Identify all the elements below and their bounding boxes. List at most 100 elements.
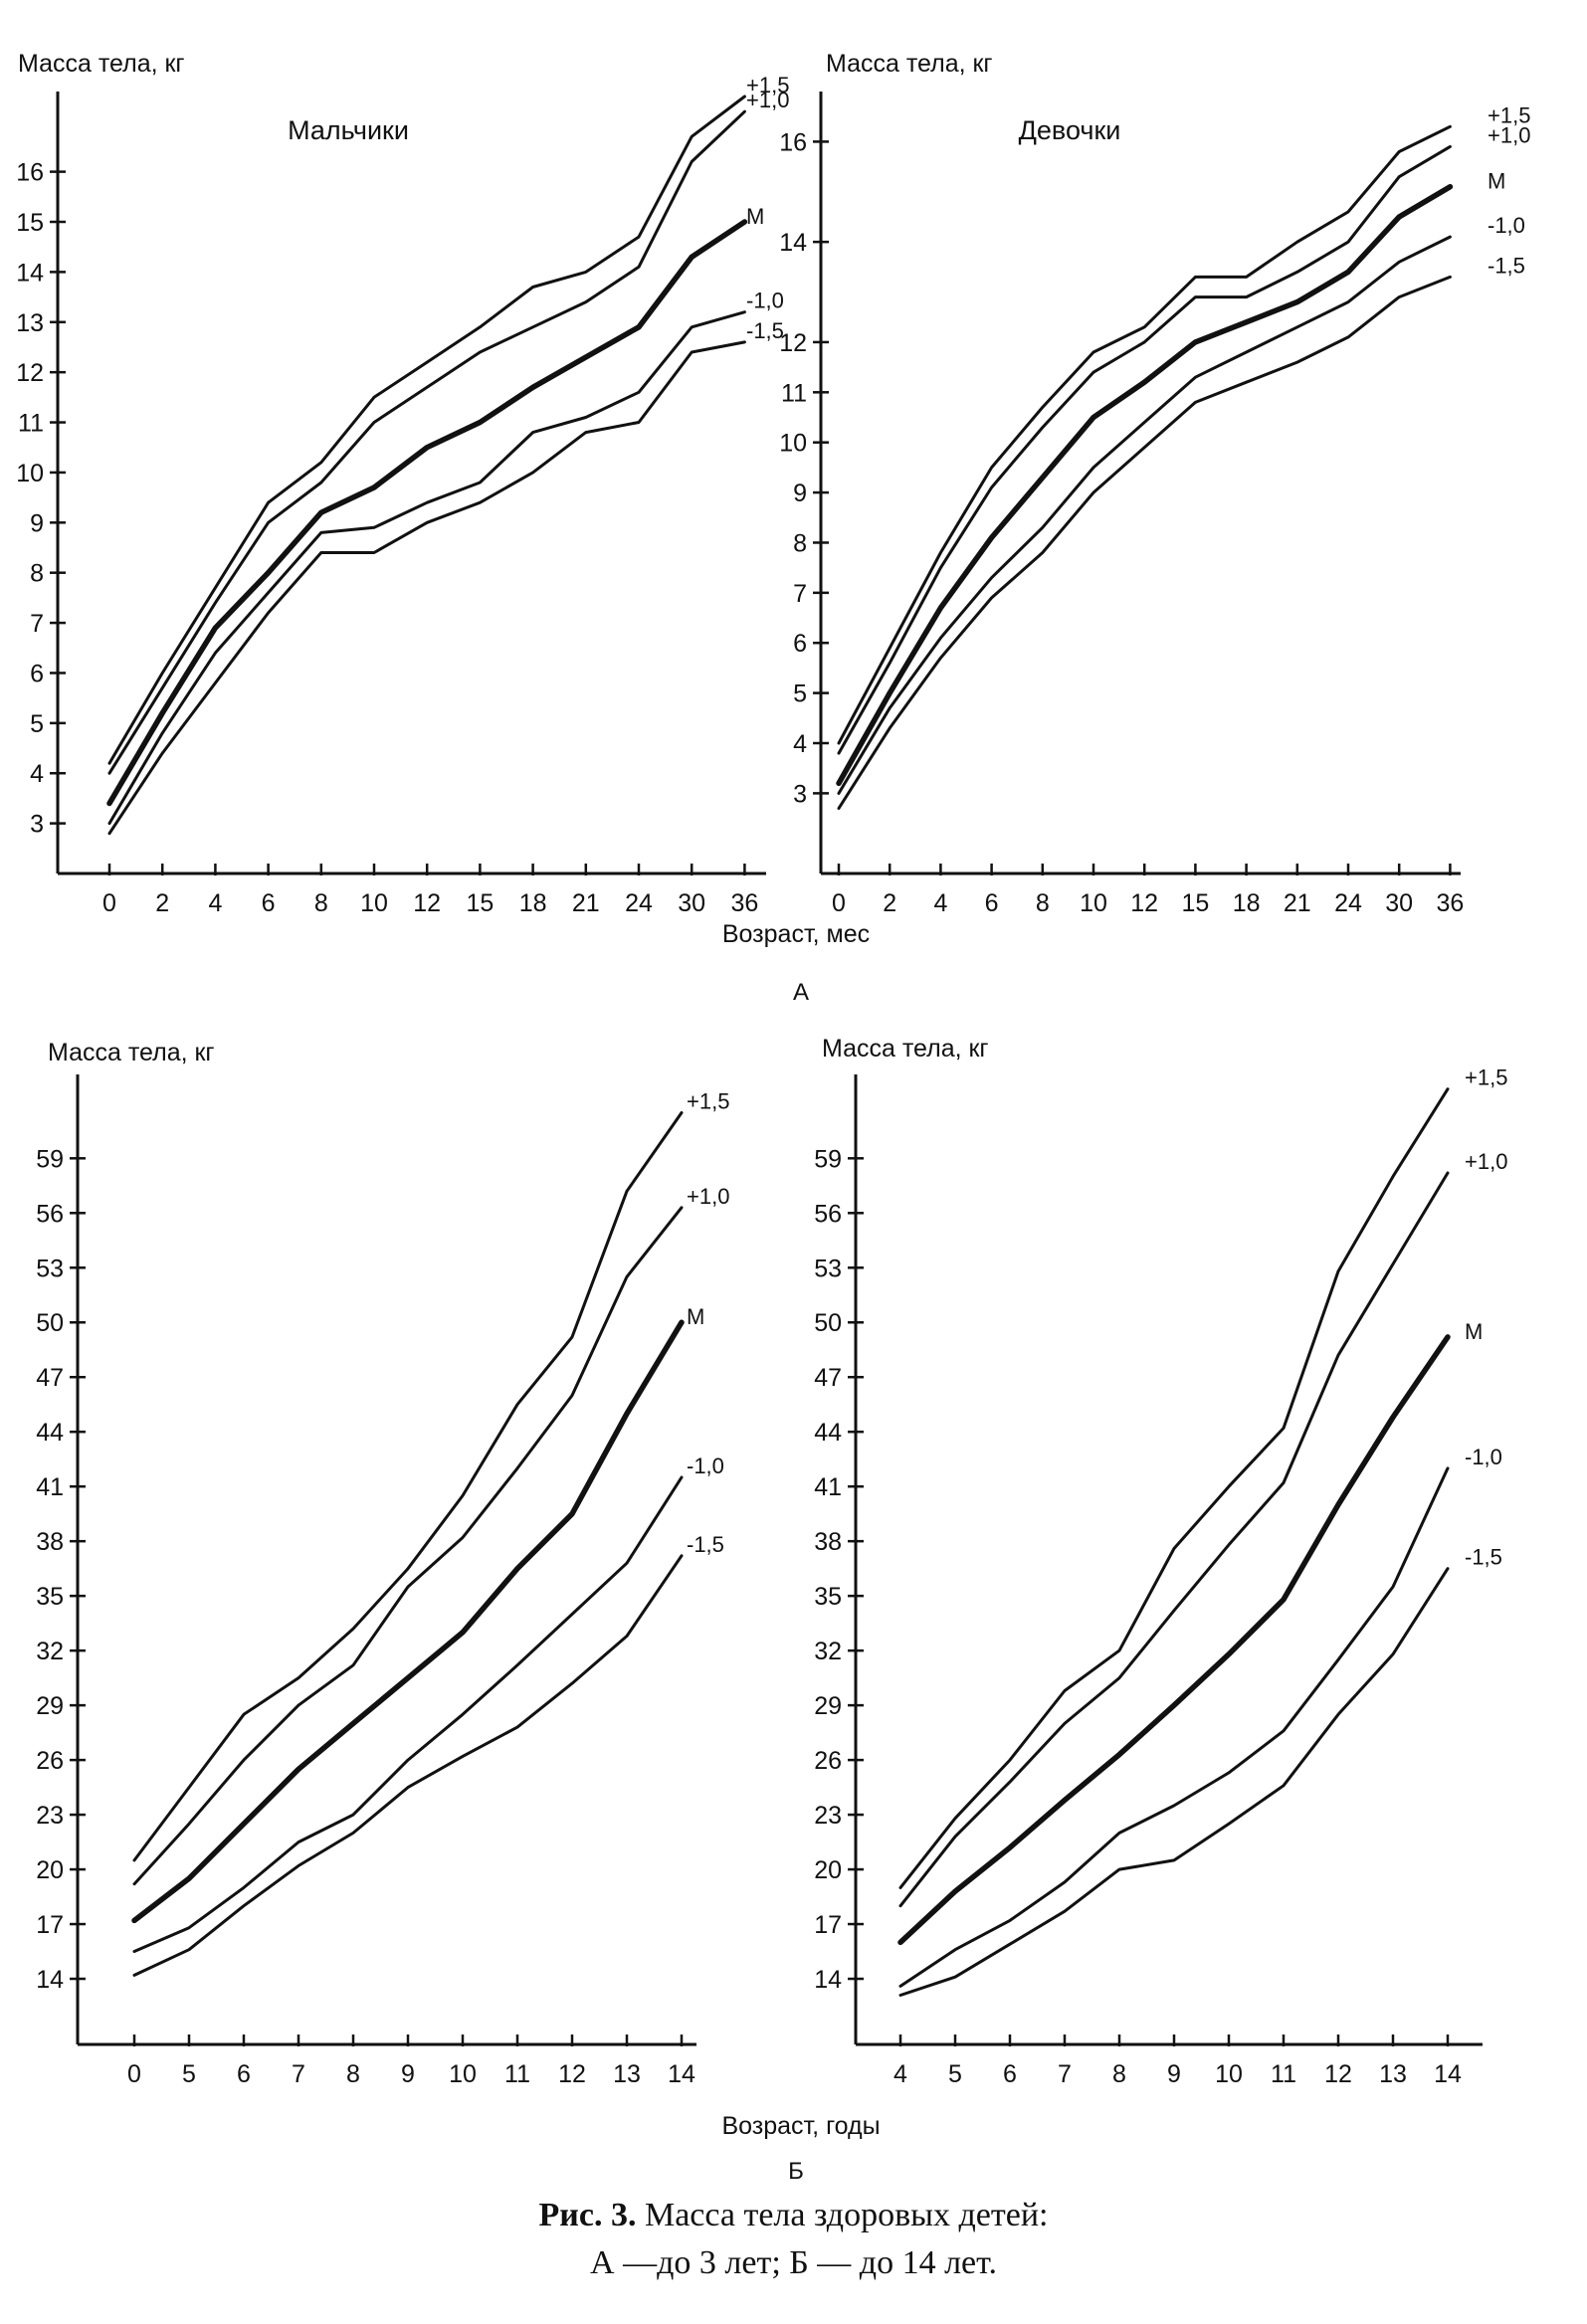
panel-1-series-line — [107, 109, 746, 775]
panel-4-y-tick-label: 41 — [814, 1473, 842, 1501]
panel-3-x-tick-label: 5 — [182, 2060, 196, 2088]
panel-3-series-line — [132, 1206, 684, 1886]
panel-3-series-label: +1,5 — [687, 1088, 729, 1113]
panel-3-y-tick-label: 50 — [36, 1309, 64, 1337]
panel-1-y-tick-label: 7 — [30, 610, 44, 638]
panel-4-y-tick-label: 32 — [814, 1638, 842, 1665]
panel-1-x-tick-label: 30 — [678, 889, 705, 917]
panel-1-x-tick-label: 18 — [519, 889, 547, 917]
panel-1-x-tick-label: 2 — [155, 889, 169, 917]
panel-4-y-tick-label: 35 — [814, 1583, 842, 1611]
panel-2-y-tick-label: 14 — [779, 229, 807, 257]
panel-2-series-label: +1,5 — [1488, 102, 1530, 127]
panel-4-x-tick-label: 12 — [1324, 2060, 1352, 2088]
panel-2-y-tick-label: 16 — [779, 128, 807, 156]
panel-4-y-tick-label: 38 — [814, 1528, 842, 1556]
panel-4-y-axis-label: Масса тела, кг — [822, 1035, 989, 1063]
panel-4-series-label: +1,5 — [1465, 1065, 1507, 1090]
panel-1-y-tick-label: 15 — [16, 209, 44, 237]
panel-3-y-tick-label: 53 — [36, 1255, 64, 1282]
panel-3-x-tick-label: 6 — [237, 2060, 251, 2088]
panel-1-x-tick-label: 24 — [625, 889, 653, 917]
panel-2-series-line — [837, 275, 1452, 810]
panel-3-series-line — [132, 1111, 684, 1862]
panel-2-y-axis-label: Масса тела, кг — [826, 50, 993, 78]
panel-1-y-tick-label: 4 — [30, 760, 44, 788]
panel-4-series-label: -1,0 — [1465, 1445, 1502, 1469]
panel-2-panel-title: Девочки — [1019, 115, 1121, 145]
panel-4-y-tick-label: 44 — [814, 1419, 842, 1447]
panel-2-x-tick-label: 18 — [1233, 889, 1261, 917]
panel-1-x-tick-label: 6 — [262, 889, 276, 917]
panel-1-y-tick-label: 12 — [16, 359, 44, 387]
panel-4-x-tick-label: 11 — [1271, 2060, 1296, 2088]
panel-3-series-line — [132, 1475, 684, 1953]
panel-3-y-tick-label: 23 — [36, 1802, 64, 1830]
panel-2-y-tick-label: 4 — [793, 730, 807, 758]
panel-4-series-label: М — [1465, 1319, 1483, 1344]
panel-2-x-tick-label: 2 — [883, 889, 896, 917]
panel-4-series-line — [898, 1171, 1450, 1908]
panel-1-x-tick-label: 36 — [730, 889, 758, 917]
panel-2-x-tick-label: 0 — [832, 889, 846, 917]
panel-2-x-tick-label: 12 — [1130, 889, 1158, 917]
panel-3-x-tick-label: 14 — [668, 2060, 695, 2088]
panel-1-series-label: -1,0 — [746, 289, 784, 313]
panel-2-y-tick-label: 10 — [779, 430, 807, 458]
panel-4-x-tick-label: 13 — [1379, 2060, 1407, 2088]
panel-2-x-tick-label: 30 — [1385, 889, 1413, 917]
panel-1-x-tick-label: 12 — [413, 889, 441, 917]
panel-1-y-tick-label: 11 — [18, 410, 44, 438]
panel-2-y-tick-label: 8 — [793, 529, 807, 557]
panel-3-x-tick-label: 8 — [346, 2060, 360, 2088]
panel-3-x-tick-label: 13 — [613, 2060, 641, 2088]
panel-1-y-tick-label: 3 — [30, 811, 44, 839]
panel-1-panel-title: Мальчики — [288, 115, 409, 145]
x-axis-label-a: Возраст, мес — [722, 920, 870, 948]
panel-4-y-tick-label: 47 — [814, 1364, 842, 1392]
panel-3-y-tick-label: 38 — [36, 1528, 64, 1556]
panel-1-y-tick-label: 8 — [30, 560, 44, 588]
panel-4-y-tick-label: 56 — [814, 1200, 842, 1228]
panel-4-series-line — [897, 1334, 1451, 1946]
panel-4-x-tick-label: 8 — [1112, 2060, 1126, 2088]
panel-4-series-label: -1,5 — [1465, 1545, 1502, 1570]
panel-3-y-tick-label: 32 — [36, 1638, 64, 1665]
panel-4-series-line — [898, 1466, 1450, 1988]
panel-4-series-line — [898, 1087, 1450, 1889]
panel-2-x-tick-label: 4 — [933, 889, 947, 917]
panel-2-y-tick-label: 12 — [779, 329, 807, 357]
panel-4-y-tick-label: 23 — [814, 1802, 842, 1830]
panel-1-x-tick-label: 8 — [314, 889, 328, 917]
panel-3-x-tick-label: 7 — [292, 2060, 305, 2088]
panel-4-x-tick-label: 4 — [893, 2060, 907, 2088]
panel-2-y-tick-label: 11 — [781, 379, 807, 407]
panel-3-y-tick-label: 35 — [36, 1583, 64, 1611]
panel-1-x-tick-label: 4 — [208, 889, 222, 917]
panel-1-y-tick-label: 10 — [16, 460, 44, 487]
panel-3-x-tick-label: 0 — [127, 2060, 141, 2088]
panel-2-x-tick-label: 36 — [1436, 889, 1464, 917]
panel-1-series-label: +1,5 — [746, 73, 789, 97]
panel-4-y-tick-label: 20 — [814, 1856, 842, 1884]
panel-3-series-label: +1,0 — [687, 1184, 729, 1209]
panel-1-series-line — [107, 310, 746, 826]
part-label-a: А — [793, 979, 809, 1006]
panel-4-y-tick-label: 59 — [814, 1145, 842, 1173]
panel-4-y-tick-label: 53 — [814, 1255, 842, 1282]
panel-3-series-line — [131, 1319, 685, 1924]
panel-3-y-tick-label: 47 — [36, 1364, 64, 1392]
panel-3-y-tick-label: 20 — [36, 1856, 64, 1884]
panel-2-x-tick-label: 15 — [1181, 889, 1209, 917]
panel-1-x-tick-label: 21 — [572, 889, 600, 917]
panel-4-series-line — [898, 1567, 1450, 1997]
panel-2-series-label: +1,0 — [1488, 122, 1530, 147]
panel-4-y-tick-label: 17 — [814, 1911, 842, 1939]
panel-1-series-label: М — [746, 204, 764, 229]
panel-1-series-label: +1,0 — [746, 88, 789, 112]
panel-2-series-line — [837, 124, 1452, 745]
panel-3-y-tick-label: 17 — [36, 1911, 64, 1939]
panel-3-x-tick-label: 10 — [449, 2060, 477, 2088]
panel-2-series-line — [837, 144, 1452, 755]
